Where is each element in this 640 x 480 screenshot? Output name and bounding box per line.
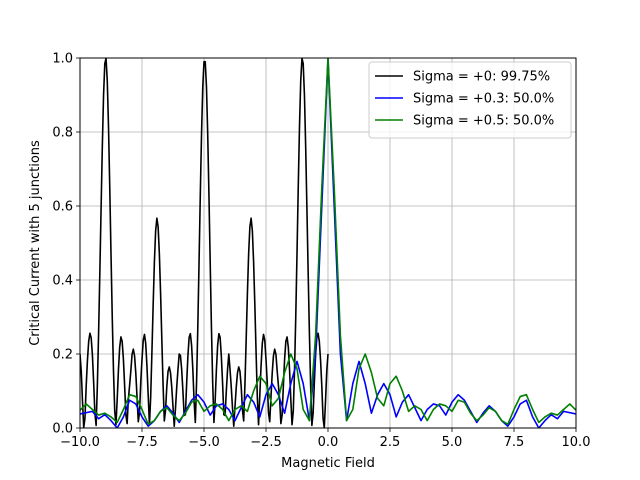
y-tick-label: 1.0	[52, 52, 73, 67]
x-tick-label: 7.5	[504, 435, 525, 450]
legend-label: Sigma = +0.3: 50.0%	[413, 92, 554, 107]
y-tick-label: 0.0	[52, 422, 73, 437]
y-axis-label: Critical Current with 5 junctions	[28, 140, 43, 346]
series-line-2	[80, 58, 576, 426]
y-tick-label: 0.2	[52, 348, 73, 363]
legend-label: Sigma = +0.5: 50.0%	[413, 114, 554, 129]
y-tick-label: 0.4	[52, 274, 73, 289]
legend: Sigma = +0: 99.75% Sigma = +0.3: 50.0% Sig…	[368, 61, 572, 139]
y-axis: 0.0 0.2 0.4 0.6 0.8 1.0	[52, 52, 80, 437]
legend-label: Sigma = +0: 99.75%	[413, 70, 550, 85]
series-line-0	[80, 58, 329, 428]
x-tick-label: 10.0	[562, 435, 591, 450]
x-axis: −10.0 −7.5 −5.0 −2.5 0.0 2.5 5.0 7.5 10.0	[60, 428, 590, 450]
x-axis-label: Magnetic Field	[281, 456, 375, 471]
x-tick-label: −10.0	[60, 435, 100, 450]
legend-box	[368, 61, 572, 139]
y-tick-label: 0.8	[52, 126, 73, 141]
x-tick-label: 2.5	[380, 435, 401, 450]
y-tick-label: 0.6	[52, 200, 73, 215]
x-tick-label: −2.5	[250, 435, 282, 450]
plot-area	[80, 58, 576, 428]
series-line-1	[80, 58, 576, 428]
series-layer	[80, 58, 576, 428]
x-tick-label: 0.0	[318, 435, 339, 450]
x-tick-label: −5.0	[188, 435, 220, 450]
x-tick-label: 5.0	[442, 435, 463, 450]
x-tick-label: −7.5	[126, 435, 158, 450]
